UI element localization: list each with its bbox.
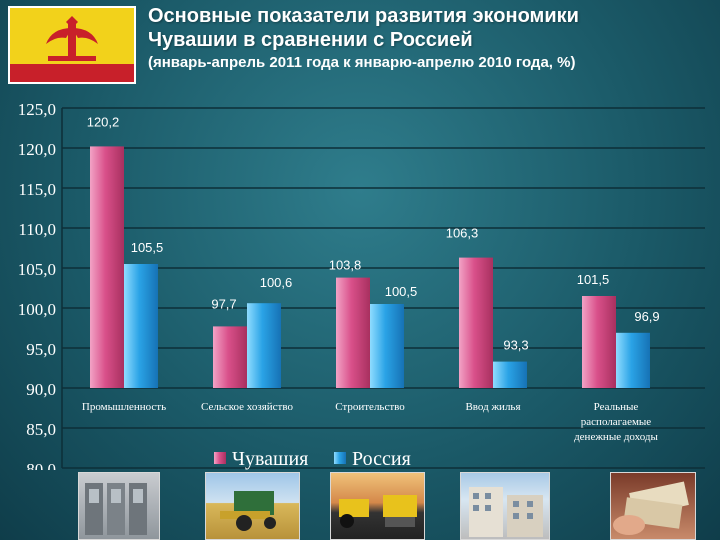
data-label: 97,7 [211, 296, 236, 311]
data-label: 96,9 [634, 309, 659, 324]
data-label: 105,5 [131, 240, 164, 255]
data-label: 103,8 [329, 258, 362, 273]
bar-chuvashia [90, 146, 124, 388]
data-label: 93,3 [503, 338, 528, 353]
chart-title-line1: Основные показатели развития экономики [148, 5, 579, 27]
data-label: 120,2 [87, 114, 120, 129]
legend-swatch-russia [334, 452, 346, 464]
chart-title: Основные показатели развития экономики Ч… [148, 4, 708, 52]
factory-machinery-photo [78, 472, 160, 540]
bar-russia [370, 304, 404, 388]
x-category-label: денежные доходы [574, 431, 658, 443]
money-in-hands-photo [610, 472, 696, 540]
y-tick-label: 120,0 [18, 140, 56, 159]
bar-chuvashia [459, 257, 493, 388]
data-label: 100,5 [385, 284, 418, 299]
x-category-label: Ввод жилья [465, 401, 520, 413]
y-tick-label: 90,0 [26, 380, 56, 399]
bar-chuvashia [582, 296, 616, 388]
x-category-label: Строительство [335, 401, 405, 413]
flag-emblem [46, 16, 98, 61]
y-tick-label: 110,0 [18, 220, 56, 239]
bar-russia [247, 303, 281, 388]
y-tick-label: 100,0 [18, 300, 56, 319]
bar-russia [493, 361, 527, 388]
legend-label: Россия [352, 448, 411, 470]
x-category-label: Промышленность [82, 401, 166, 413]
y-tick-label: 125,0 [18, 100, 56, 119]
chart-subtitle: (январь-апрель 2011 года к январю-апрелю… [148, 54, 576, 71]
chuvashia-flag [8, 6, 136, 84]
data-label: 100,6 [260, 275, 293, 290]
bar-chart: 80,0 85,0 90,0 95,0 100,0 105,0 110,0 115,0 120,… [18, 100, 705, 470]
x-category-label: Сельское хозяйство [201, 401, 293, 413]
bar-russia [124, 264, 158, 388]
data-label: 101,5 [577, 272, 610, 287]
y-tick-label: 105,0 [18, 260, 56, 279]
chart-title-line2: Чувашии в сравнении с Россией [148, 29, 473, 51]
y-tick-label: 85,0 [26, 420, 56, 439]
road-construction-photo [330, 472, 425, 540]
flag-red-stripe [10, 64, 134, 82]
photo-strip [0, 472, 720, 540]
x-category-label: располагаемые [581, 416, 652, 428]
data-label: 106,3 [446, 226, 479, 241]
y-tick-label: 80,0 [26, 460, 56, 470]
y-tick-label: 95,0 [26, 340, 56, 359]
y-tick-label: 115,0 [18, 180, 56, 199]
bar-chuvashia [336, 277, 370, 388]
legend-label: Чувашия [232, 448, 308, 470]
combine-harvester-photo [205, 472, 300, 540]
bar-chuvashia [213, 326, 247, 388]
legend-swatch-chuvashia [214, 452, 226, 464]
housing-construction-photo [460, 472, 550, 540]
x-category-label: Реальные [594, 401, 639, 413]
bar-russia [616, 332, 650, 388]
